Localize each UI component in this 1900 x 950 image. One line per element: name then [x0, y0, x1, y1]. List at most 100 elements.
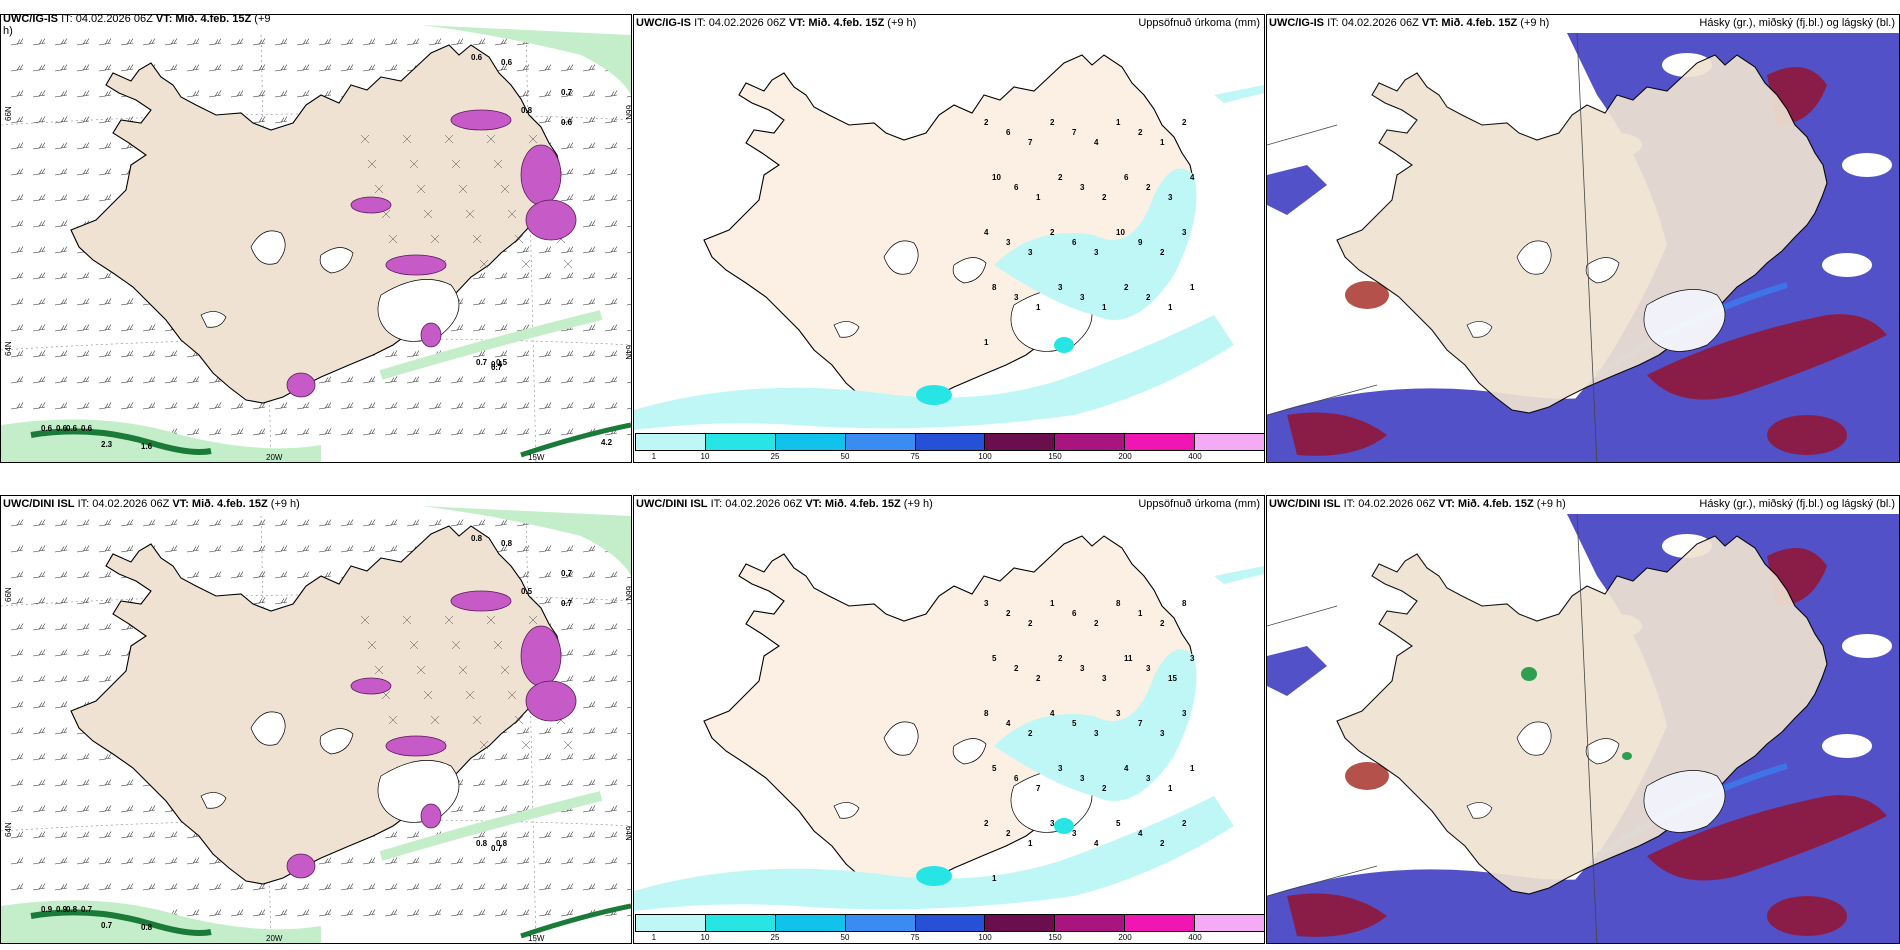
- wind-barb: [494, 350, 508, 358]
- wind-barb: [186, 428, 200, 436]
- precip-value: 1: [1036, 193, 1041, 202]
- wind-barb: [10, 116, 24, 124]
- wind-barb: [98, 142, 112, 150]
- colorbar-tick-label: 50: [840, 933, 850, 942]
- wind-barb: [10, 376, 24, 384]
- panel-title: UWC/IG-IS IT: 04.02.2026 06Z VT: Mið. 4.…: [3, 15, 271, 26]
- precip-value: 10: [1116, 228, 1125, 237]
- wind-value: 0.7: [476, 358, 488, 367]
- wind-barb: [32, 597, 46, 605]
- mid-cloud: [1767, 896, 1847, 936]
- colorbar-swatch: [1195, 434, 1264, 450]
- wind-barb: [120, 857, 134, 865]
- wind-barb: [10, 545, 24, 553]
- wind-barb: [604, 246, 618, 254]
- lat-label-right: 66N: [624, 105, 632, 120]
- precip-value: 1: [1138, 609, 1143, 618]
- valid-time: VT: Mið. 4.feb. 15Z: [172, 498, 268, 510]
- sleet-blob: [450, 590, 512, 612]
- wind-value: 0.6: [561, 118, 573, 127]
- wind-barb: [98, 116, 112, 124]
- wind-barb: [472, 753, 486, 761]
- wind-barb: [274, 519, 288, 527]
- init-time: IT: 04.02.2026 06Z: [77, 498, 170, 510]
- mid-cloud: [1647, 314, 1887, 400]
- wind-barb: [208, 402, 222, 410]
- iceland-coastline: [1336, 535, 1828, 895]
- wind-barb: [32, 324, 46, 332]
- wind-barb: [538, 571, 552, 579]
- glacier-outline: [1466, 802, 1493, 819]
- hatch-mark: [507, 690, 517, 700]
- wind-barb: [516, 753, 530, 761]
- wind-barb: [538, 597, 552, 605]
- wind-barb: [494, 298, 508, 306]
- glacier-outline: [833, 802, 860, 819]
- wind-barb: [186, 545, 200, 553]
- glacier-outline: [250, 230, 286, 265]
- lead-time: (+9 h): [1536, 498, 1566, 510]
- wind-barb: [318, 857, 332, 865]
- wind-value: 0.8: [476, 839, 488, 848]
- sleet-blob: [525, 199, 577, 241]
- wind-barb: [626, 174, 631, 176]
- hatch-mark: [423, 209, 433, 219]
- wind-barb: [54, 545, 68, 553]
- glacier-outline: [1585, 257, 1620, 284]
- wind-barb: [10, 220, 24, 228]
- wind-barb: [230, 428, 244, 436]
- wind-barb: [362, 883, 376, 891]
- wind-barb: [538, 909, 552, 917]
- init-time: IT: 04.02.2026 06Z: [1343, 498, 1436, 510]
- wind-barb: [164, 350, 178, 358]
- iceland-coastline: [1336, 54, 1828, 414]
- hatch-mark: [514, 234, 524, 244]
- precip-value: 11: [1124, 654, 1133, 663]
- wind-barb: [604, 194, 618, 202]
- wind-barb: [472, 857, 486, 865]
- wind-barb: [296, 909, 310, 917]
- wind-barb: [142, 350, 156, 358]
- wind-barb: [120, 883, 134, 891]
- hatch-mark: [423, 690, 433, 700]
- precip-value: 3: [1146, 774, 1151, 783]
- precip-bands: [1, 25, 631, 462]
- lat-label: 66N: [4, 106, 13, 121]
- wind-value: 0.4: [491, 360, 503, 369]
- wind-barb: [10, 753, 24, 761]
- wind-barb: [186, 883, 200, 891]
- sleet-blob: [420, 322, 442, 348]
- wind-value: 2.3: [101, 440, 113, 449]
- wind-barb: [450, 519, 464, 527]
- precip-areas: [634, 85, 1264, 430]
- wind-barb: [582, 168, 596, 176]
- wind-barb: [582, 857, 596, 865]
- precip-colorbar-ticks: 1 10 25 50 75 100 150 200 400: [635, 452, 1264, 462]
- wind-barb: [98, 675, 112, 683]
- sleet-blob: [286, 853, 316, 879]
- wind-barb: [384, 831, 398, 839]
- wind-value: 0.8: [471, 534, 483, 543]
- wind-barb: [450, 376, 464, 384]
- wind-barb: [538, 64, 552, 72]
- lon-label: 15W: [528, 934, 545, 943]
- mid-cloud: [1287, 893, 1387, 937]
- wind-barb: [428, 376, 442, 384]
- precip-map-panel-top: UWC/IG-IS IT: 04.02.2026 06Z VT: Mið. 4.…: [633, 14, 1265, 463]
- wind-barb: [274, 64, 288, 72]
- wind-barb: [54, 571, 68, 579]
- wind-barb: [516, 376, 530, 384]
- wind-barb: [472, 909, 486, 917]
- wind-barb: [560, 545, 574, 553]
- wind-barb: [472, 324, 486, 332]
- wind-barb: [560, 298, 574, 306]
- glacier-outline: [1643, 289, 1726, 352]
- model-name: UWC/IG-IS: [1269, 17, 1324, 29]
- longitude-line: [525, 34, 537, 462]
- wind-barb: [538, 246, 552, 254]
- glacier-outline: [1516, 721, 1552, 756]
- wind-barb: [472, 805, 486, 813]
- wind-barb: [450, 402, 464, 410]
- precip-area: [634, 796, 1234, 911]
- colorbar-swatch: [915, 915, 986, 931]
